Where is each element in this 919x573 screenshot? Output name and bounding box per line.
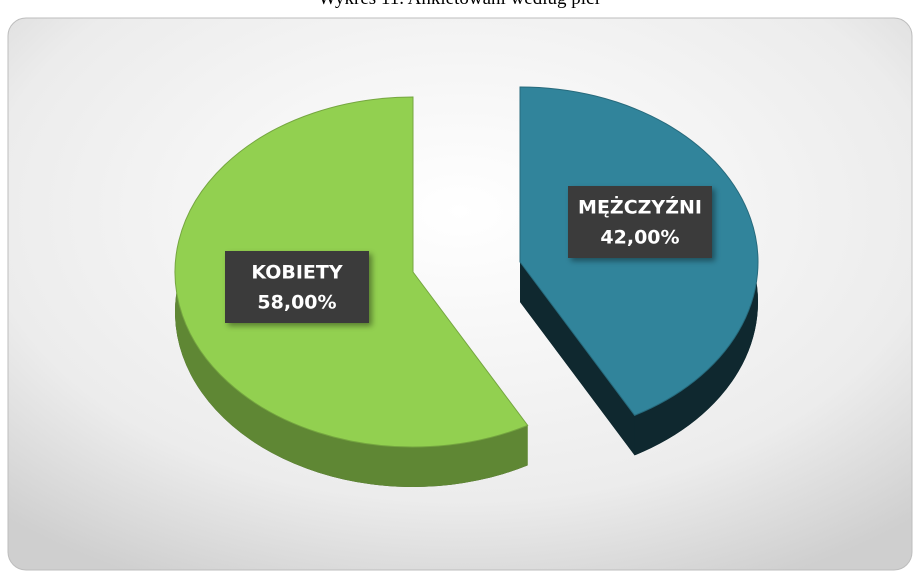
data-label-box [225,251,369,323]
chart-title: Wykres 11. Ankietowani według płci [318,0,600,9]
data-label-box [568,186,712,258]
category-label: KOBIETY [251,262,343,284]
chart-panel [7,17,913,571]
value-label: 42,00% [600,227,679,249]
value-label: 58,00% [257,292,336,314]
slice-side [174,97,528,487]
slice-wall [520,262,635,456]
category-label: MĘŻCZYŹNI [578,195,702,219]
